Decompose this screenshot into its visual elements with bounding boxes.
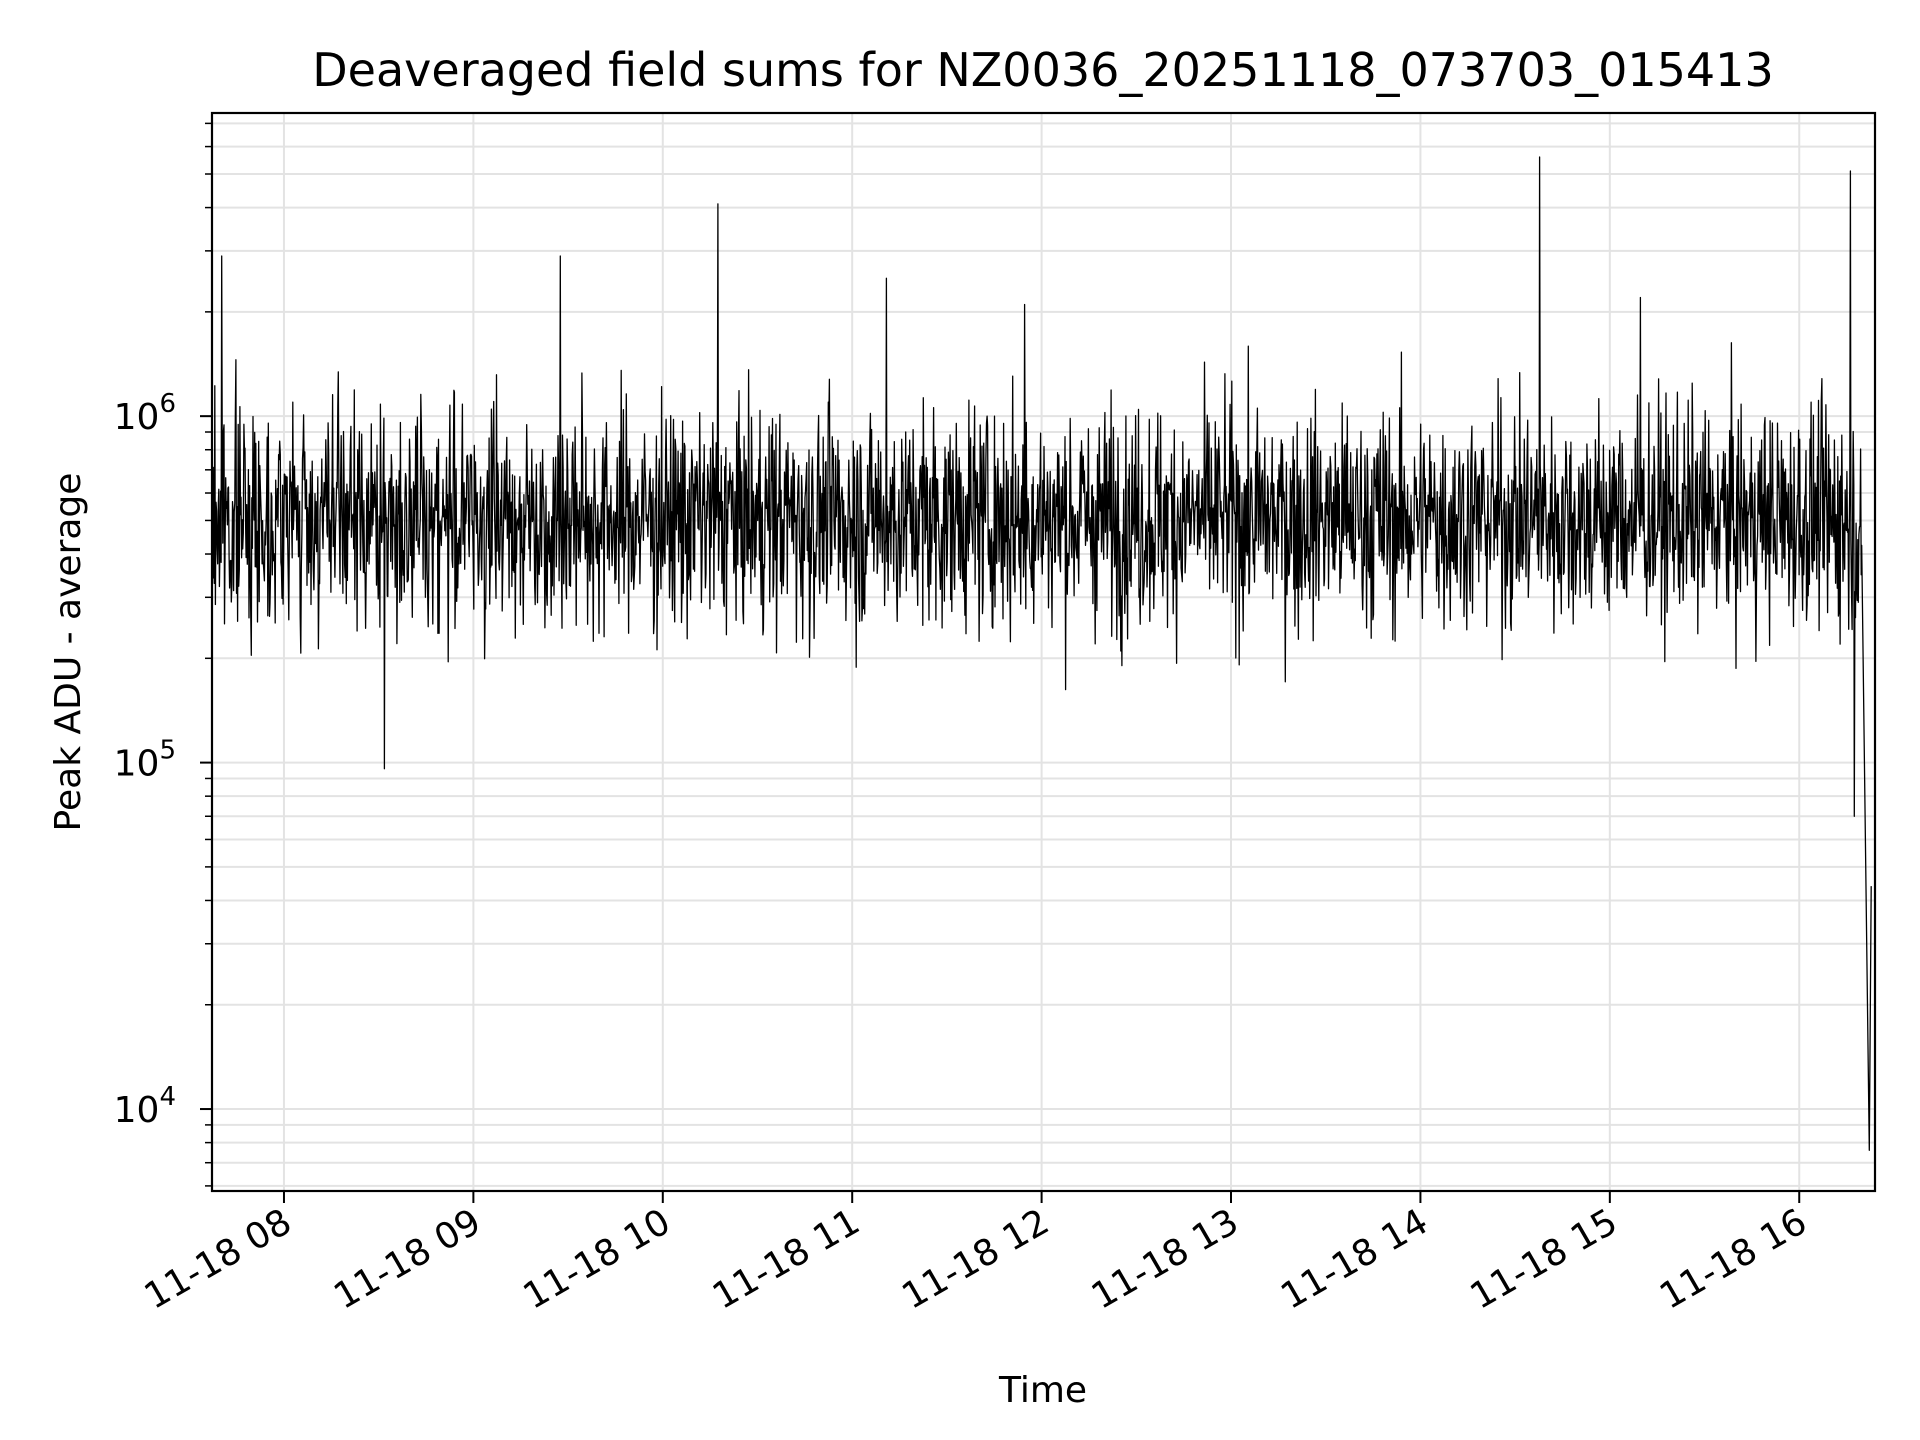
y-tick-label: 105 — [114, 736, 176, 785]
x-tick-label: 11-18 10 — [517, 1201, 678, 1317]
x-axis: 11-18 08 11-18 09 11-18 10 11-18 11 11-18 12… — [138, 1191, 1814, 1318]
x-tick-label: 11-18 08 — [138, 1201, 299, 1317]
x-tick-label: 11-18 11 — [706, 1201, 867, 1317]
y-axis-label: Peak ADU - average — [48, 473, 89, 832]
x-tick-label: 11-18 09 — [327, 1201, 488, 1317]
x-tick-label: 11-18 13 — [1085, 1201, 1246, 1317]
series-line — [211, 156, 1872, 1151]
x-tick-label: 11-18 16 — [1653, 1201, 1814, 1317]
x-tick-label: 11-18 12 — [895, 1201, 1056, 1317]
x-tick-label: 11-18 14 — [1274, 1201, 1435, 1317]
grid — [212, 113, 1875, 1191]
y-tick-label: 104 — [114, 1082, 176, 1131]
chart-title: Deaveraged field sums for NZ0036_2025111… — [312, 43, 1773, 97]
x-tick-label: 11-18 15 — [1464, 1201, 1625, 1317]
series-path — [211, 156, 1872, 1151]
plot-frame — [210, 111, 1877, 1193]
y-axis: 104 105 106 — [114, 122, 212, 1187]
x-axis-label: Time — [998, 1370, 1087, 1411]
y-tick-label: 106 — [114, 389, 176, 438]
